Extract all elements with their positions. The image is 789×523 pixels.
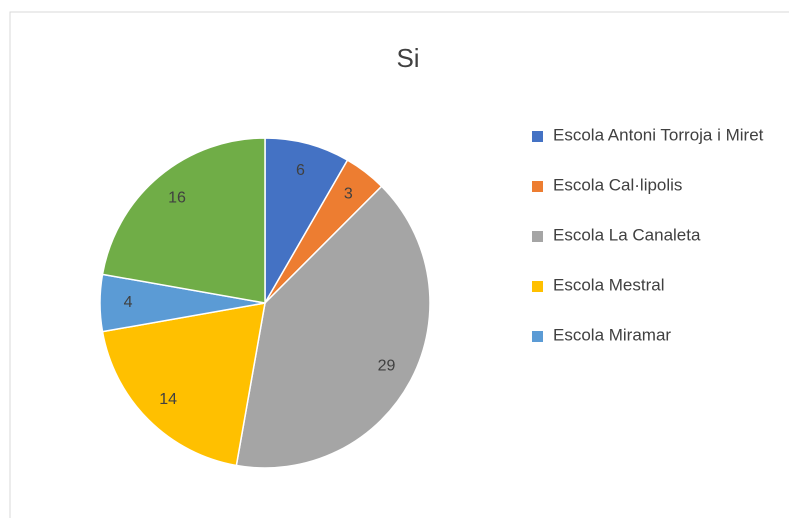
legend-label: Escola La Canaleta [553, 225, 701, 244]
pie-slice [101, 137, 266, 304]
legend-swatch [532, 331, 543, 342]
data-label: 4 [124, 294, 133, 311]
legend-swatch [532, 281, 543, 292]
data-label: 6 [296, 162, 305, 179]
pie-slice [235, 185, 431, 469]
legend-label: Escola Miramar [553, 325, 671, 344]
legend-swatch [532, 231, 543, 242]
data-label: 3 [344, 186, 353, 203]
data-label: 29 [378, 357, 396, 374]
pie-slice [264, 137, 349, 306]
legend-label: Escola Cal·lipolis [553, 175, 682, 194]
data-label: 16 [168, 189, 186, 206]
legend-label: Escola Antoni Torroja i Miret [553, 125, 764, 144]
chart-title: Si [396, 43, 419, 73]
data-label: 14 [159, 391, 177, 408]
legend-swatch [532, 181, 543, 192]
chart-border [9, 11, 789, 518]
pie-slice [101, 302, 266, 467]
legend-swatch [532, 131, 543, 142]
legend-label: Escola Mestral [553, 275, 664, 294]
